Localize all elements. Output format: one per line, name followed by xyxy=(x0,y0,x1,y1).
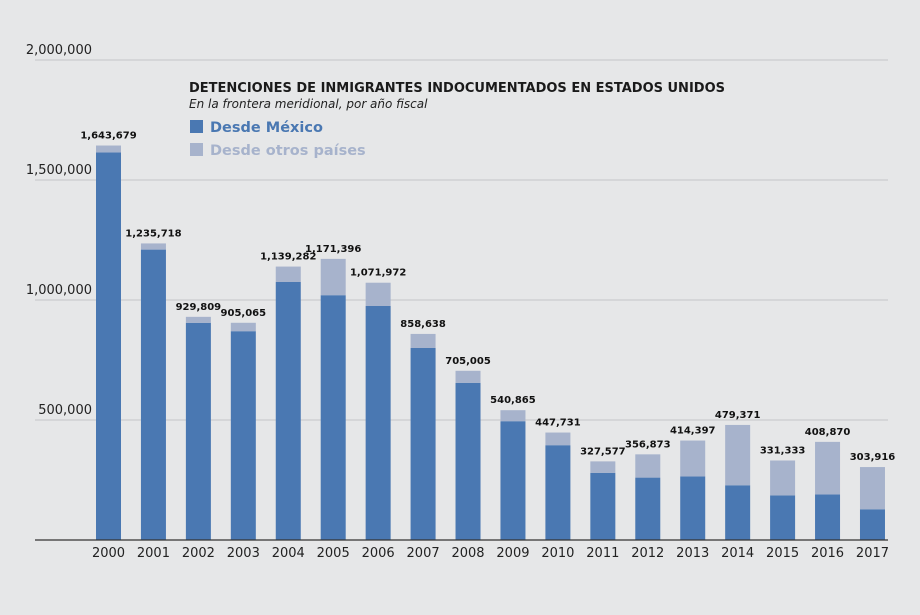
legend-label-otros: Desde otros países xyxy=(210,143,366,159)
bar-mexico xyxy=(680,476,706,540)
bar-otros xyxy=(230,322,256,332)
legend-swatch-otros xyxy=(190,143,203,156)
x-tick-label: 2009 xyxy=(496,546,529,561)
bar-otros xyxy=(365,282,391,306)
data-label-total: 303,916 xyxy=(850,452,896,463)
bar-mexico xyxy=(635,477,661,540)
bar-otros xyxy=(185,316,211,323)
bar-mexico xyxy=(185,322,211,540)
x-tick-label: 2013 xyxy=(676,546,709,561)
y-tick-label: 1,000,000 xyxy=(26,283,92,298)
data-label-total: 1,139,282 xyxy=(260,252,316,263)
data-label-total: 331,333 xyxy=(760,445,806,456)
data-label-total: 356,873 xyxy=(625,439,671,450)
x-tick-label: 2012 xyxy=(631,546,664,561)
x-tick-label: 2014 xyxy=(721,546,754,561)
bar-mexico xyxy=(770,495,796,540)
data-label-total: 327,577 xyxy=(580,446,626,457)
y-axis-ticks: 500,000 1,000,000 1,500,000 2,000,000 xyxy=(26,43,92,418)
x-tick-label: 2000 xyxy=(92,546,125,561)
bar-mexico xyxy=(275,282,301,540)
x-tick-label: 2017 xyxy=(856,546,889,561)
x-tick-label: 2004 xyxy=(272,546,305,561)
legend-label-mexico: Desde México xyxy=(210,120,323,136)
data-label-total: 540,865 xyxy=(490,395,536,406)
bar-mexico xyxy=(815,494,841,540)
bar-otros xyxy=(500,410,526,422)
x-tick-label: 2016 xyxy=(811,546,844,561)
x-tick-label: 2006 xyxy=(362,546,395,561)
bar-mexico xyxy=(230,331,256,540)
bars xyxy=(96,145,885,540)
x-tick-label: 2001 xyxy=(137,546,170,561)
x-tick-label: 2015 xyxy=(766,546,799,561)
x-tick-label: 2010 xyxy=(541,546,574,561)
data-label-total: 858,638 xyxy=(400,319,446,330)
bar-mexico xyxy=(365,306,391,540)
data-label-total: 479,371 xyxy=(715,410,761,421)
bar-otros xyxy=(635,454,661,478)
bar-otros xyxy=(275,266,301,282)
bar-otros xyxy=(859,467,885,510)
bar-mexico xyxy=(410,348,436,540)
x-tick-label: 2005 xyxy=(317,546,350,561)
legend-swatch-mexico xyxy=(190,120,203,133)
bar-mexico xyxy=(725,485,751,540)
bar-otros xyxy=(680,440,706,477)
bar-otros xyxy=(96,145,121,153)
data-label-total: 1,071,972 xyxy=(350,268,406,279)
data-label-total: 408,870 xyxy=(805,427,851,438)
bar-mexico xyxy=(140,249,166,540)
bar-otros xyxy=(545,432,571,446)
data-label-total: 1,643,679 xyxy=(80,131,136,142)
bar-otros xyxy=(140,243,166,250)
y-tick-label: 1,500,000 xyxy=(26,163,92,178)
data-label-total: 705,005 xyxy=(445,356,491,367)
y-tick-label: 2,000,000 xyxy=(26,43,92,58)
y-tick-label: 500,000 xyxy=(38,403,92,418)
data-label-total: 929,809 xyxy=(176,302,222,313)
x-tick-label: 2003 xyxy=(227,546,260,561)
x-tick-label: 2011 xyxy=(586,546,619,561)
bar-otros xyxy=(410,333,436,348)
bar-otros xyxy=(725,424,751,486)
bar-mexico xyxy=(859,509,885,540)
bar-mexico xyxy=(545,445,571,540)
bar-otros xyxy=(815,441,841,495)
x-tick-label: 2002 xyxy=(182,546,215,561)
data-label-total: 447,731 xyxy=(535,418,581,429)
bar-mexico xyxy=(590,472,616,540)
data-label-total: 905,065 xyxy=(221,308,267,319)
data-label-total: 414,397 xyxy=(670,426,716,437)
bar-otros xyxy=(770,460,796,496)
bar-otros xyxy=(455,370,481,383)
bar-otros xyxy=(320,258,346,296)
x-tick-label: 2008 xyxy=(451,546,484,561)
bar-otros xyxy=(590,461,616,473)
bar-mexico xyxy=(320,295,346,540)
chart-subtitle: En la frontera meridional, por año fisca… xyxy=(189,97,428,111)
x-tick-label: 2007 xyxy=(407,546,440,561)
data-label-total: 1,235,718 xyxy=(125,228,181,239)
bar-mexico xyxy=(500,421,526,540)
data-label-total: 1,171,396 xyxy=(305,244,361,255)
x-axis-ticks: 2000 2001 2002 2003 2004 2005 2006 2007 2008 2009… xyxy=(92,546,889,561)
legend: Desde México Desde otros países xyxy=(190,120,366,159)
bar-mexico xyxy=(455,382,481,540)
chart-title: DETENCIONES DE INMIGRANTES INDOCUMENTADO… xyxy=(189,81,725,96)
bar-mexico xyxy=(96,152,121,540)
